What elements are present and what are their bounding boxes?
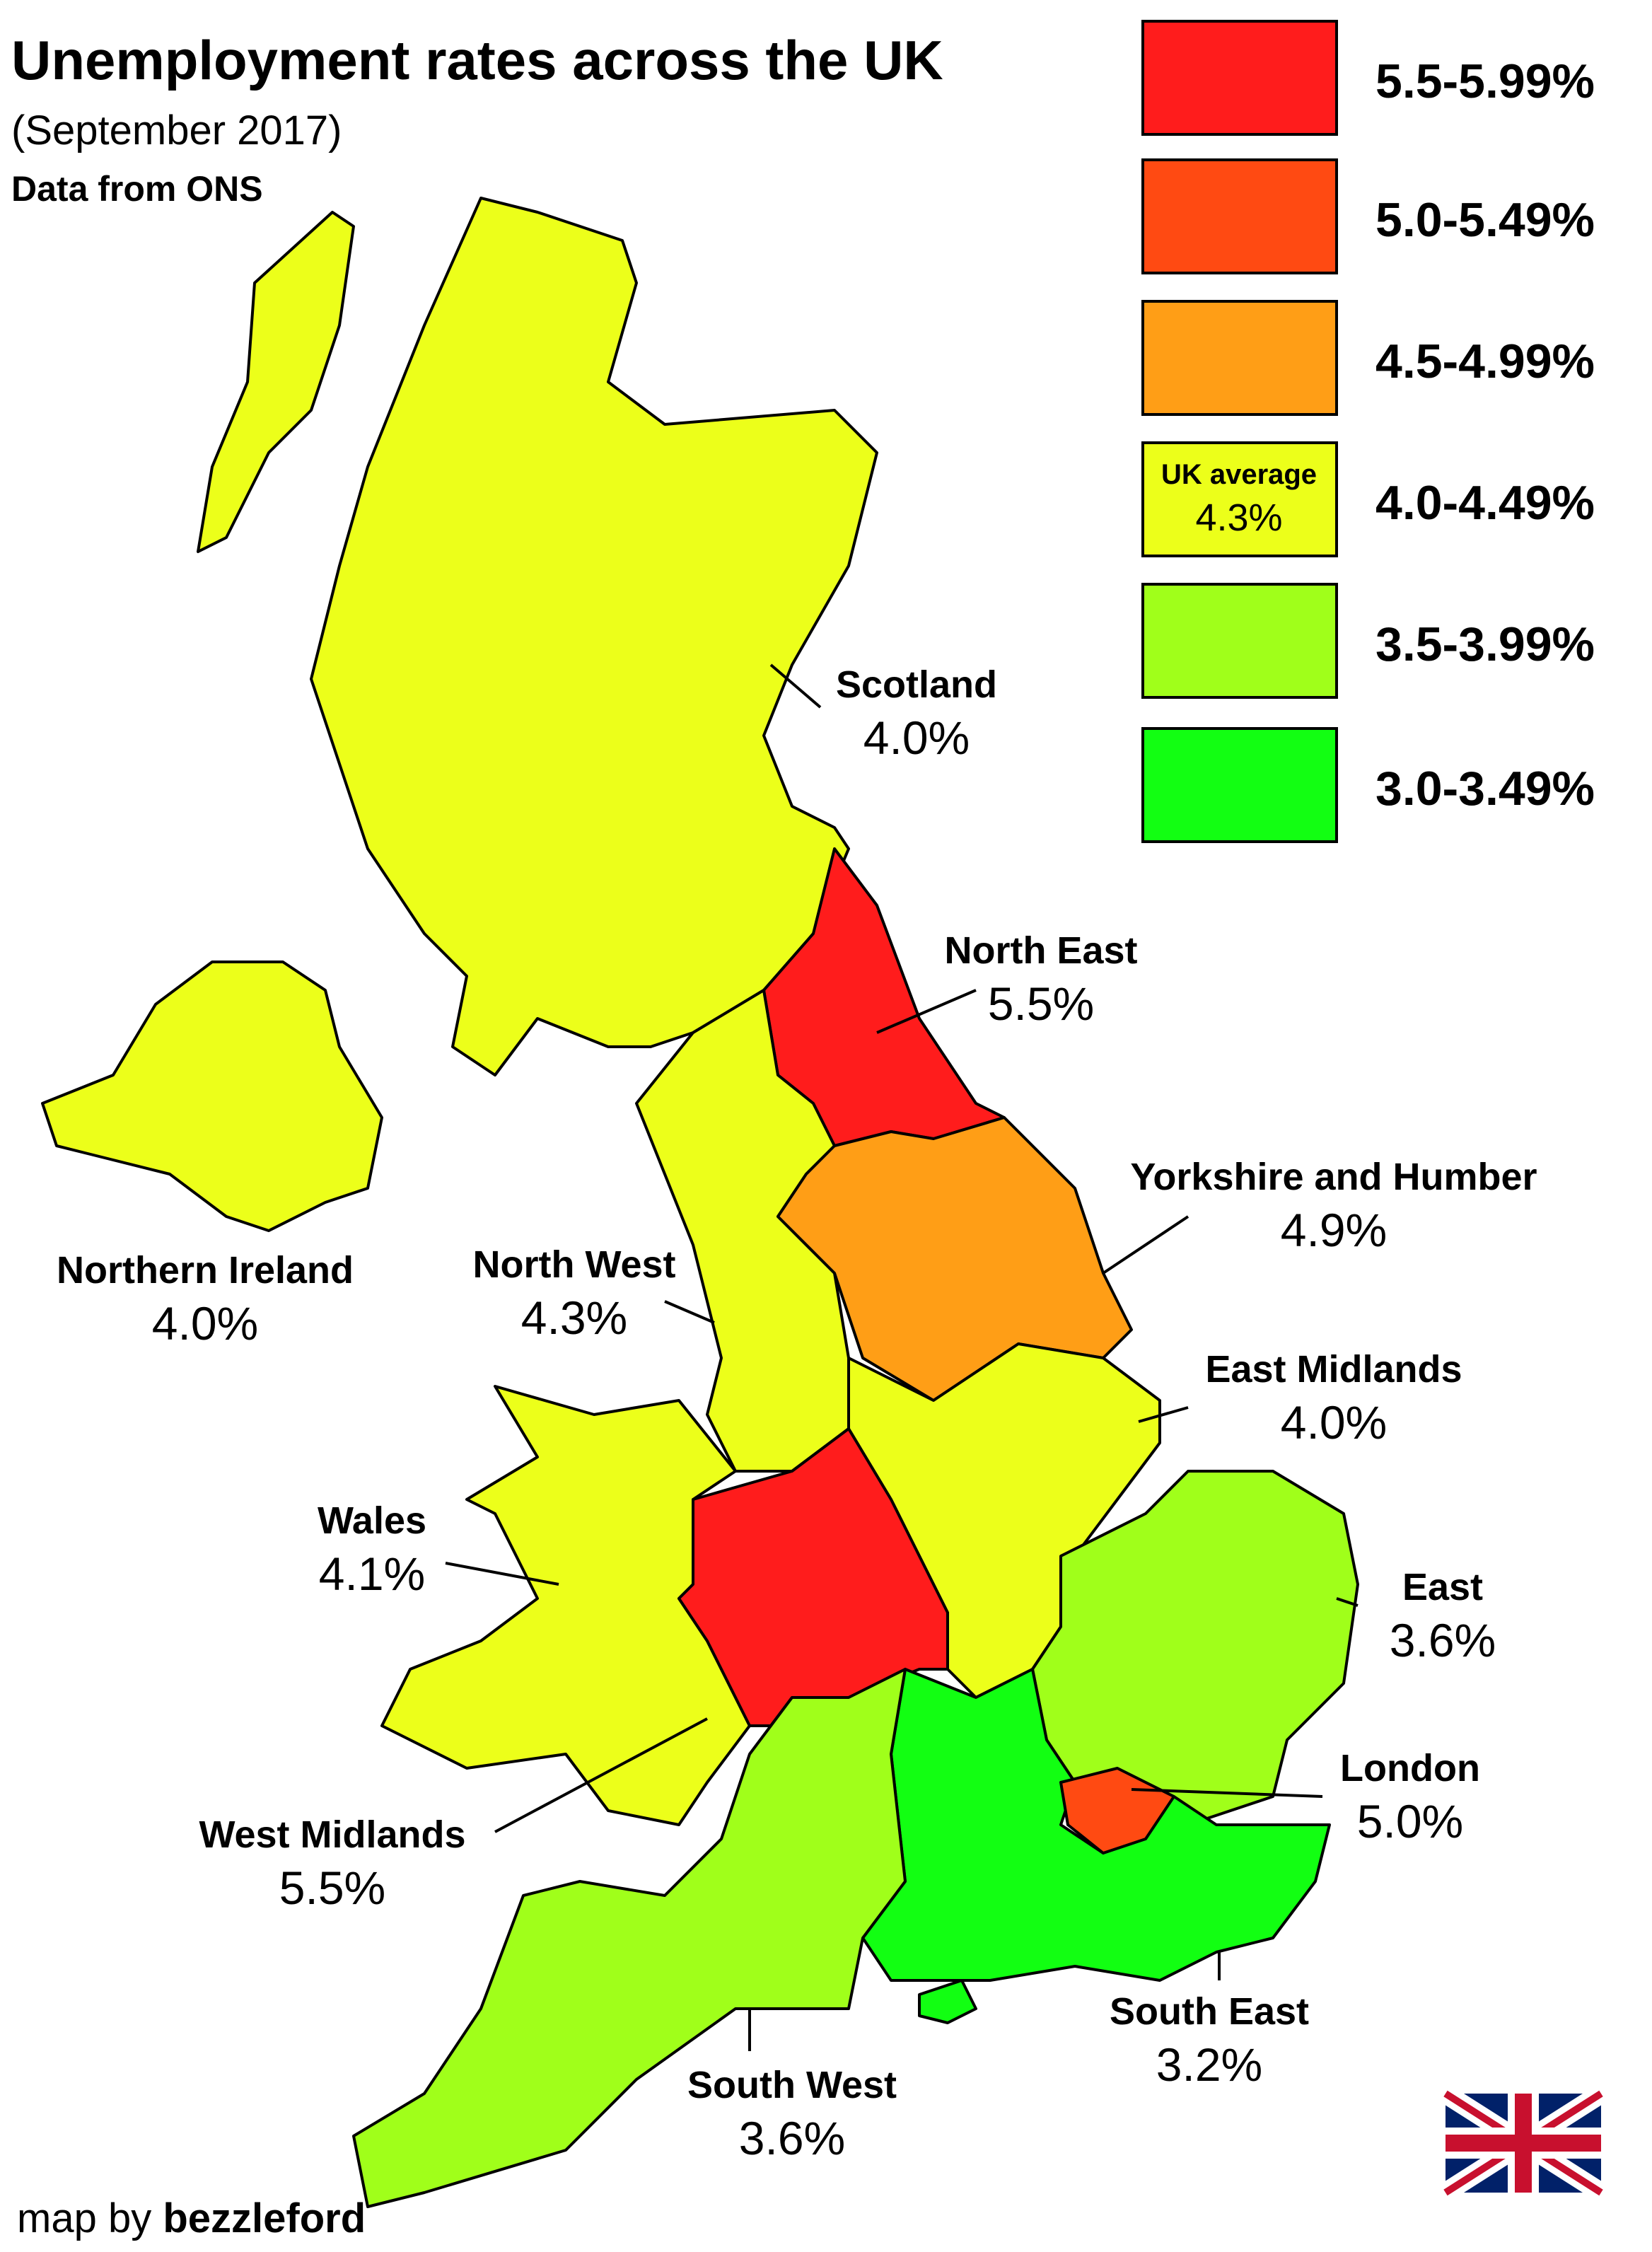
region-name: South East: [1110, 1990, 1309, 2033]
credit: map by bezzleford: [17, 2195, 366, 2241]
region-shape: [197, 211, 355, 553]
legend-label: 4.5-4.99%: [1375, 335, 1595, 388]
region-value: 4.3%: [521, 1292, 627, 1344]
region-shape: [918, 1979, 977, 2024]
region-shape: [41, 960, 383, 1232]
uk-average-value: 4.3%: [1195, 497, 1282, 539]
legend-label: 5.5-5.99%: [1375, 54, 1595, 108]
region-value: 4.0%: [863, 712, 970, 764]
region-value: 3.6%: [739, 2112, 845, 2164]
legend-swatch: [1141, 20, 1338, 136]
region-value: 3.2%: [1156, 2038, 1262, 2091]
legend-swatch: [1141, 158, 1338, 274]
region-name: East: [1402, 1566, 1483, 1608]
region-value: 5.0%: [1357, 1795, 1463, 1847]
region-name: Scotland: [836, 663, 997, 706]
region-value: 4.0%: [1281, 1396, 1387, 1449]
legend-label: 3.0-3.49%: [1375, 762, 1595, 816]
region-name: South West: [687, 2064, 897, 2106]
flag: [1440, 2085, 1607, 2201]
region-name: Wales: [318, 1499, 426, 1542]
region-shape: [352, 1668, 907, 2208]
region-name: Northern Ireland: [57, 1249, 354, 1292]
region-name: Yorkshire and Humber: [1130, 1156, 1537, 1198]
subtitle: (September 2017): [11, 108, 342, 153]
region-value: 5.5%: [988, 977, 1094, 1030]
legend-swatch: [1141, 300, 1338, 416]
leader-lines: [445, 663, 1359, 2051]
region-value: 3.6%: [1390, 1614, 1496, 1666]
legend-swatch: [1141, 441, 1338, 557]
region-shape: [310, 197, 878, 1076]
region-name: North East: [944, 929, 1137, 972]
legend-label: 3.5-3.99%: [1375, 617, 1595, 671]
source: Data from ONS: [11, 169, 263, 209]
credit-prefix: map by: [17, 2195, 151, 2241]
legend-label: 4.0-4.49%: [1375, 476, 1595, 530]
title: Unemployment rates across the UK: [11, 29, 943, 91]
region-value: 4.0%: [152, 1297, 258, 1350]
region-name: North West: [472, 1243, 675, 1286]
legend-swatch: [1141, 727, 1338, 843]
region-value: 4.1%: [319, 1548, 425, 1600]
region-shape: [861, 1668, 1331, 1982]
region-value: 5.5%: [279, 1862, 385, 1914]
region-name: West Midlands: [199, 1813, 465, 1856]
legend-swatch: [1141, 583, 1338, 699]
region-name: East Midlands: [1205, 1348, 1462, 1391]
credit-author: bezzleford: [163, 2195, 366, 2241]
region-value: 4.9%: [1281, 1204, 1387, 1256]
region-shape: [380, 1385, 751, 1826]
legend-label: 5.0-5.49%: [1375, 193, 1595, 247]
uk-average-label: UK average: [1161, 459, 1317, 490]
region-name: London: [1340, 1747, 1480, 1789]
